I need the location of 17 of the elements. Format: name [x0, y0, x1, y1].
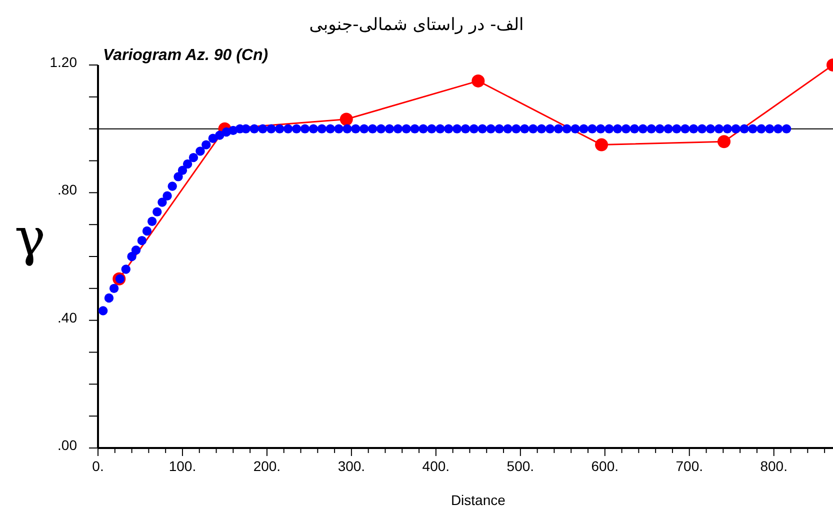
x-tick-label: 100.: [168, 458, 196, 474]
x-tick-label: 700.: [676, 458, 704, 474]
y-tick-label: 1.20: [50, 54, 78, 70]
x-tick-label: 400.: [422, 458, 450, 474]
y-tick-label: .40: [58, 309, 78, 326]
y-tick-label: .00: [58, 437, 78, 453]
x-tick-label: 800.: [760, 458, 788, 474]
chart-title: الف- در راستای شمالی-جنوبی: [309, 15, 524, 35]
chart-subtitle: Variogram Az. 90 (Cn): [103, 47, 268, 64]
x-tick-label: 200.: [253, 458, 281, 474]
x-tick-label: 500.: [506, 458, 534, 474]
x-tick-label: 300.: [338, 458, 366, 474]
y-axis-title: γ: [14, 208, 46, 268]
x-tick-label: 600.: [591, 458, 619, 474]
x-tick-label: 0.: [92, 458, 104, 474]
y-tick-label: .80: [58, 182, 78, 198]
x-axis-title: Distance: [450, 492, 506, 508]
